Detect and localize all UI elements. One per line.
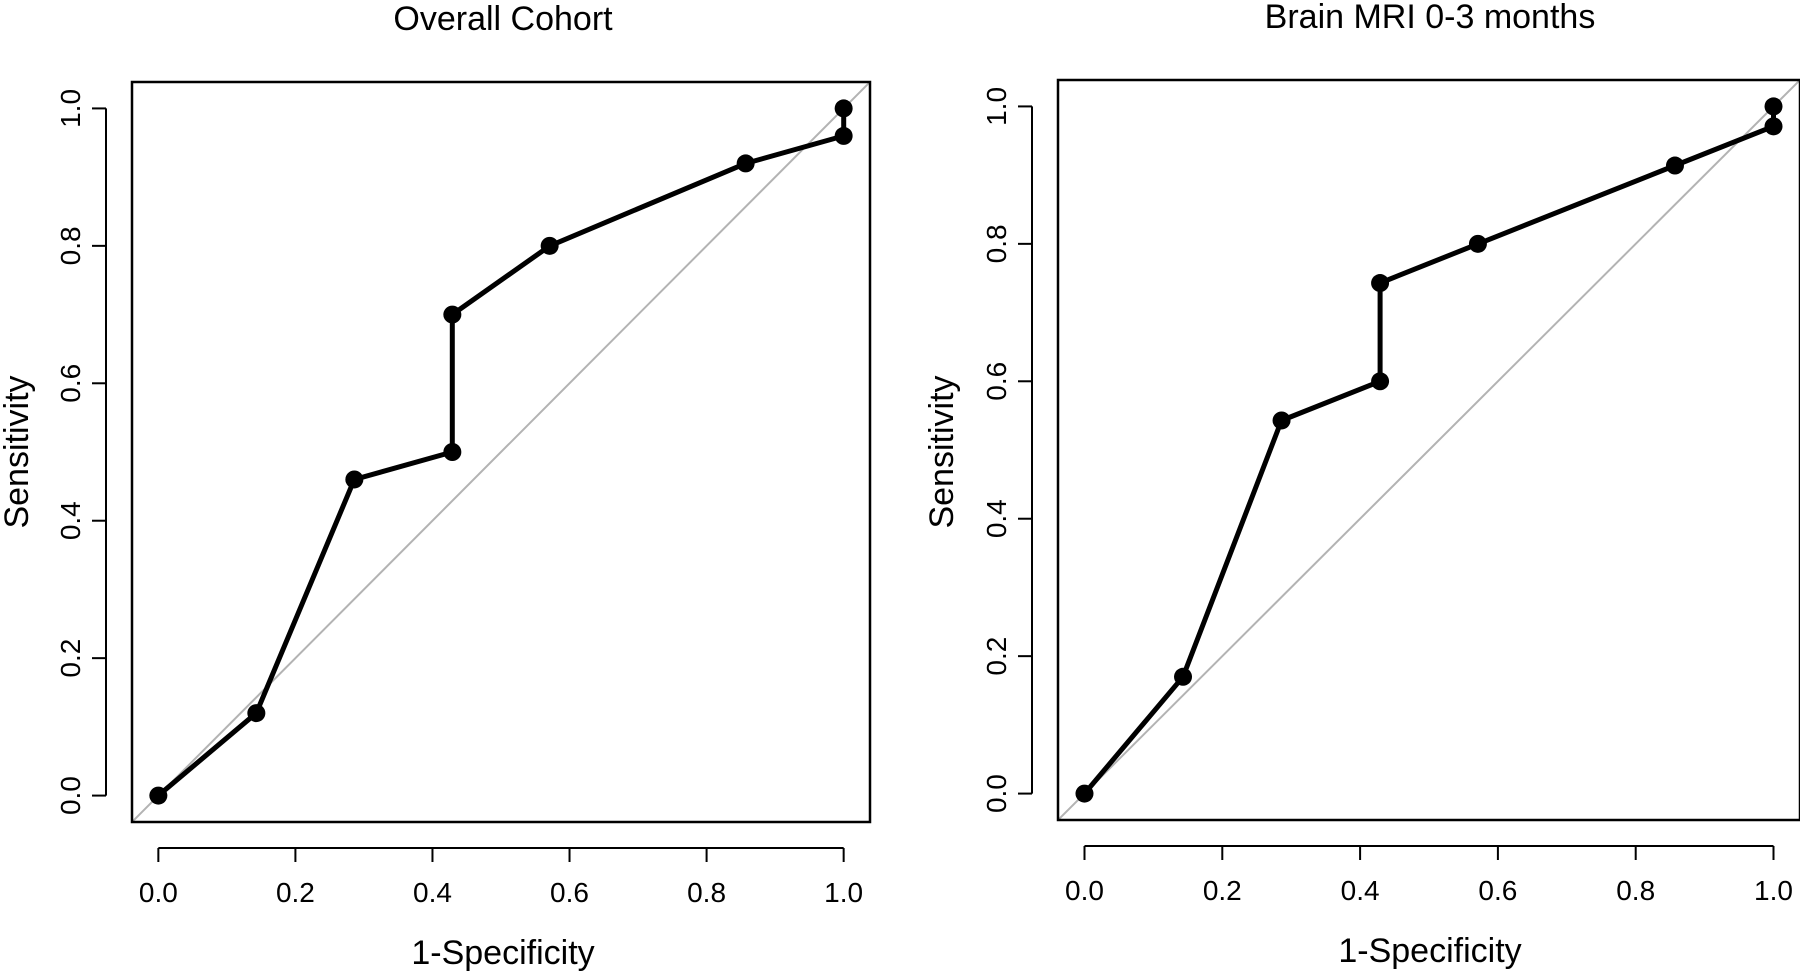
x-tick-label: 0.4	[1341, 875, 1380, 906]
y-tick-label: 0.6	[981, 362, 1012, 401]
roc-curve-point	[247, 704, 266, 723]
x-axis-label: 1-Specificity	[1338, 932, 1521, 970]
x-tick-label: 0.6	[1478, 875, 1517, 906]
plot-frame	[1056, 78, 1800, 822]
plot-area: 0.0 0.2 0.4 0.6 0.8 1.0 0.0 0.2 0.4 0.6 0.8 1.0	[55, 80, 872, 908]
roc-curve-point	[736, 154, 755, 173]
y-tick-label: 0.4	[981, 499, 1012, 538]
y-tick-label: 1.0	[55, 89, 86, 128]
y-tick-label: 0.2	[55, 639, 86, 678]
x-tick-label: 0.4	[413, 877, 452, 908]
y-tick-label: 0.6	[55, 364, 86, 403]
roc-curve-point	[345, 470, 364, 489]
y-axis-label: Sensitivity	[0, 375, 36, 528]
roc-curve-point	[443, 443, 462, 461]
roc-curve-point	[834, 126, 853, 145]
roc-curve-point	[1174, 667, 1193, 686]
y-tick-label: 0.0	[981, 774, 1012, 813]
roc-curve-point	[1764, 117, 1783, 136]
roc-panel-overall-cohort: Overall Cohort 1-Specificity Sensitivity…	[0, 0, 872, 972]
y-tick-label: 0.8	[981, 224, 1012, 263]
y-tick-label: 0.0	[55, 776, 86, 815]
roc-curve-point	[1468, 234, 1487, 253]
roc-curve-point	[1764, 97, 1783, 116]
diagonal-reference-line	[132, 82, 870, 822]
plot-frame	[130, 80, 872, 824]
roc-curve-point	[540, 236, 559, 255]
x-tick-label: 0.8	[687, 877, 726, 908]
y-axis-label: Sensitivity	[923, 375, 961, 528]
y-tick-label: 0.2	[981, 637, 1012, 676]
roc-curve-point	[443, 305, 462, 324]
x-tick-label: 0.2	[276, 877, 315, 908]
roc-curve-point	[1665, 156, 1684, 175]
roc-curve-point	[1371, 372, 1390, 391]
x-tick-label: 0.6	[550, 877, 589, 908]
roc-curve-point	[1371, 274, 1390, 293]
roc-curve-point	[834, 99, 853, 118]
x-tick-label: 1.0	[1754, 875, 1793, 906]
x-tick-label: 0.0	[139, 877, 178, 908]
roc-panel-brain-mri: Brain MRI 0-3 months 1-Specificity Sensi…	[923, 0, 1800, 970]
x-axis-label: 1-Specificity	[411, 934, 594, 972]
x-tick-label: 0.0	[1065, 875, 1104, 906]
panel-title: Overall Cohort	[393, 0, 613, 38]
diagonal-reference-line	[1058, 80, 1800, 820]
roc-curve-point	[1272, 411, 1291, 430]
roc-curve-point	[149, 786, 168, 805]
x-tick-label: 0.8	[1616, 875, 1655, 906]
roc-curve-point	[1075, 784, 1094, 803]
plot-area: 0.0 0.2 0.4 0.6 0.8 1.0 0.0 0.2 0.4 0.6 0.8 1.0	[981, 78, 1800, 906]
y-tick-label: 1.0	[981, 87, 1012, 126]
x-tick-label: 0.2	[1203, 875, 1242, 906]
y-tick-label: 0.8	[55, 226, 86, 265]
panel-title: Brain MRI 0-3 months	[1265, 0, 1596, 36]
x-tick-label: 1.0	[824, 877, 863, 908]
y-tick-label: 0.4	[55, 501, 86, 540]
